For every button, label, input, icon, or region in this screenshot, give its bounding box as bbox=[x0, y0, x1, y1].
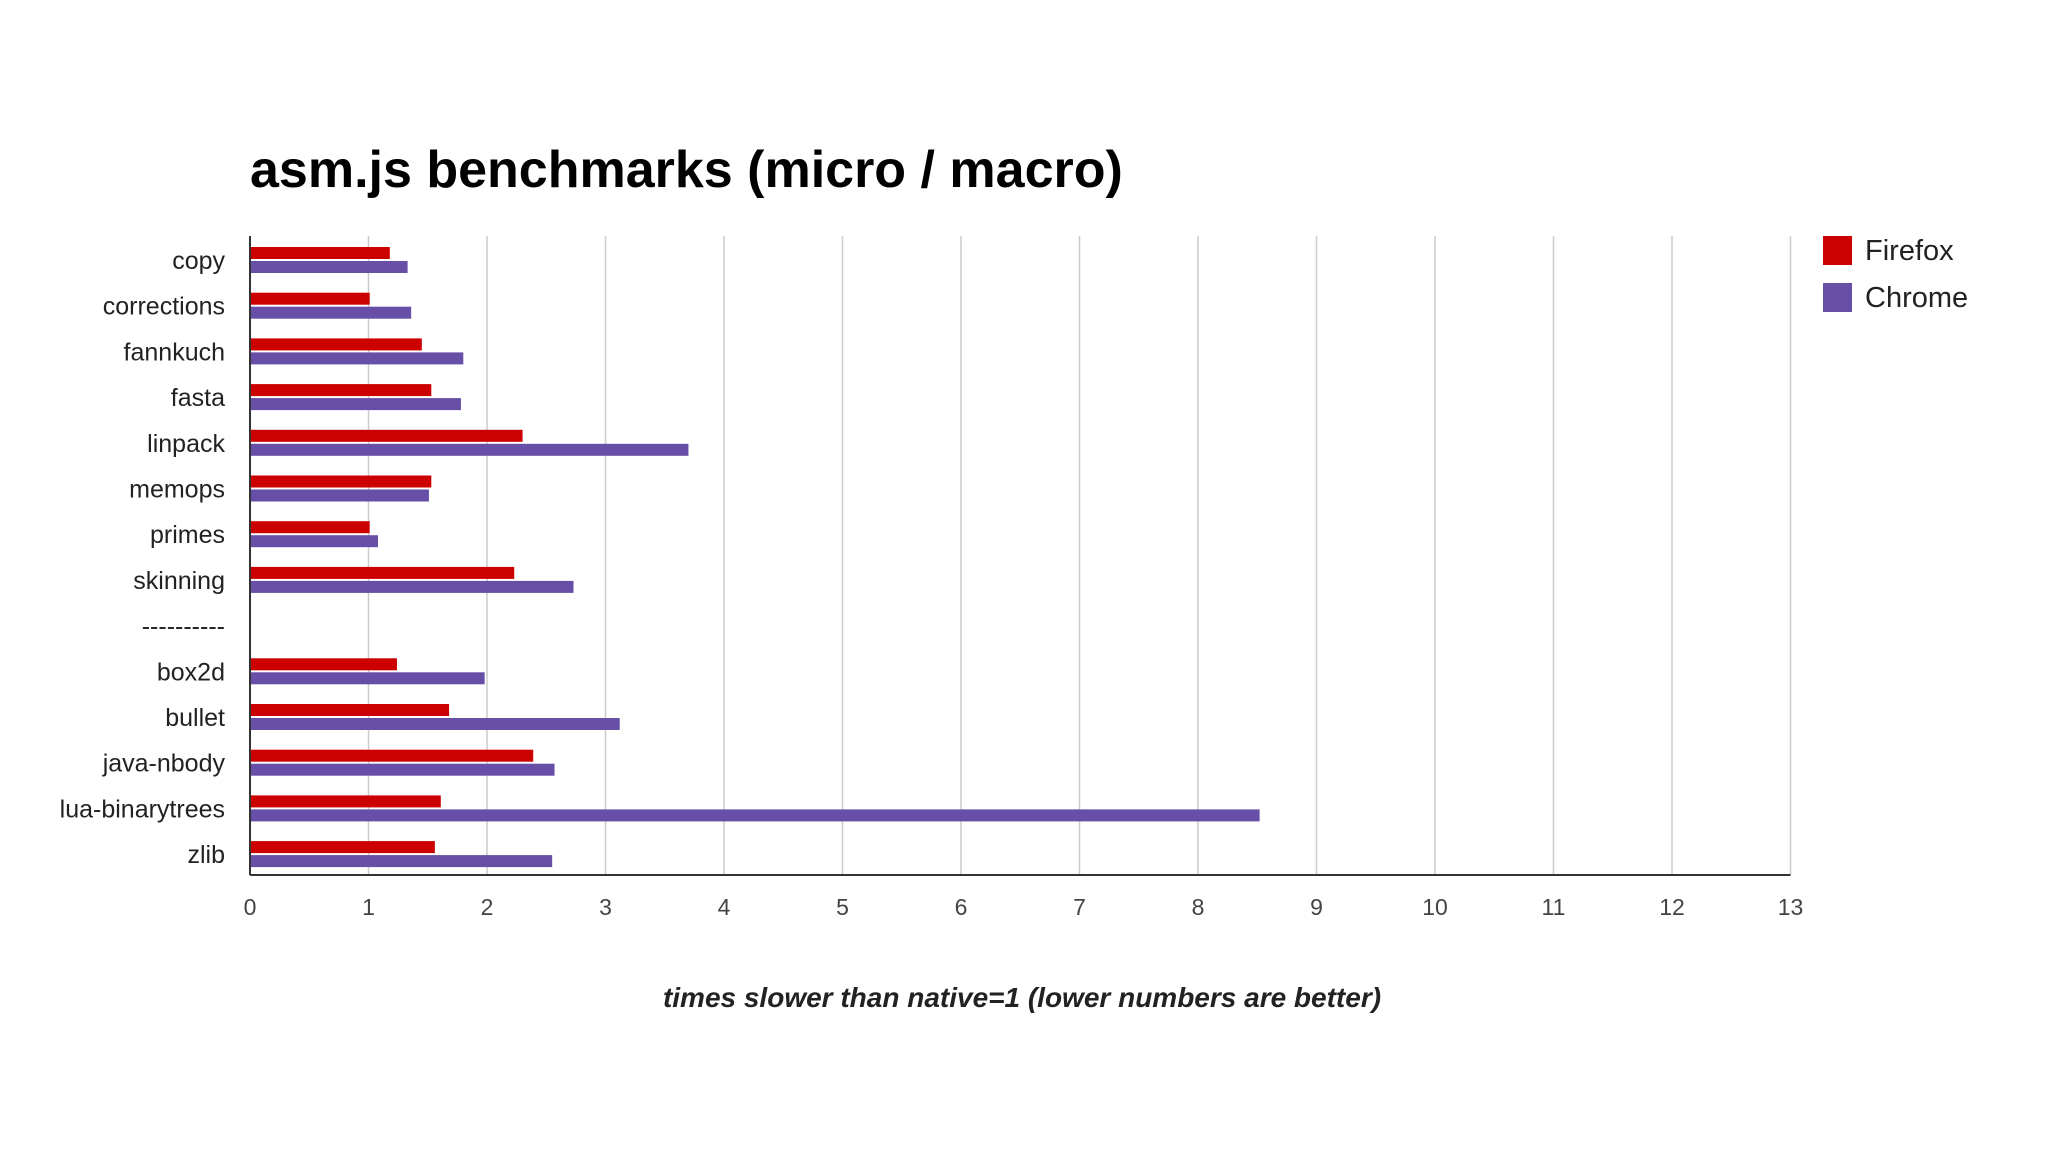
category-label: bullet bbox=[165, 704, 225, 732]
x-tick-label-8: 8 bbox=[1192, 894, 1205, 920]
grid-lines bbox=[367, 236, 1792, 875]
bar-firefox-lua-binarytrees bbox=[250, 795, 441, 808]
category-label: linpack bbox=[147, 430, 225, 458]
bar-chrome-memops bbox=[250, 489, 429, 502]
bars bbox=[250, 247, 1260, 868]
x-tick-label-10: 10 bbox=[1422, 894, 1448, 920]
x-tick-labels: 0 1 2 3 4 5 6 7 8 9 10 11 12 13 bbox=[244, 894, 1804, 920]
x-tick-label-1: 1 bbox=[362, 894, 375, 920]
bar-firefox-linpack bbox=[250, 429, 523, 442]
bar-firefox-bullet bbox=[250, 704, 450, 716]
x-tick-label-13: 13 bbox=[1778, 894, 1804, 920]
bar-firefox-fasta bbox=[250, 384, 432, 397]
bar-chrome-linpack bbox=[250, 443, 689, 456]
bar-chrome-zlib bbox=[250, 855, 553, 868]
category-label: fasta bbox=[171, 384, 225, 412]
x-tick-label-4: 4 bbox=[718, 894, 731, 920]
category-label: fannkuch bbox=[124, 338, 225, 366]
category-label: zlib bbox=[187, 841, 225, 869]
x-tick-label-3: 3 bbox=[599, 894, 612, 920]
bar-firefox-corrections bbox=[250, 292, 370, 305]
bar-chrome-copy bbox=[250, 261, 408, 273]
bar-firefox-memops bbox=[250, 475, 432, 488]
category-label: java-nbody bbox=[102, 750, 226, 778]
category-label: box2d bbox=[157, 658, 225, 686]
category-label: primes bbox=[150, 521, 225, 549]
x-tick-label-7: 7 bbox=[1073, 894, 1086, 920]
category-labels: copy corrections fannkuch fasta linpack memop… bbox=[60, 247, 226, 869]
x-tick-label-12: 12 bbox=[1659, 894, 1685, 920]
bar-firefox-java-nbody bbox=[250, 749, 534, 762]
category-label: lua-binarytrees bbox=[60, 795, 225, 823]
bar-chrome-corrections bbox=[250, 306, 412, 319]
legend-label-chrome: Chrome bbox=[1865, 282, 1968, 314]
bar-chrome-lua-binarytrees bbox=[250, 809, 1260, 822]
legend-swatch-firefox bbox=[1823, 236, 1852, 265]
x-tick-label-6: 6 bbox=[955, 894, 968, 920]
legend-label-firefox: Firefox bbox=[1865, 235, 1954, 267]
bar-firefox-primes bbox=[250, 521, 370, 534]
bar-firefox-copy bbox=[250, 247, 390, 259]
legend-swatch-chrome bbox=[1823, 283, 1852, 312]
bar-chrome-primes bbox=[250, 535, 378, 548]
bar-chrome-skinning bbox=[250, 580, 574, 593]
bar-chrome-fasta bbox=[250, 398, 461, 411]
category-label: copy bbox=[172, 247, 225, 275]
bar-firefox-box2d bbox=[250, 658, 397, 671]
bar-firefox-zlib bbox=[250, 841, 435, 854]
bar-chrome-java-nbody bbox=[250, 763, 555, 776]
bar-firefox-skinning bbox=[250, 566, 515, 579]
category-label: ---------- bbox=[142, 613, 225, 641]
chart-title: asm.js benchmarks (micro / macro) bbox=[250, 141, 1123, 199]
category-label: memops bbox=[129, 476, 225, 504]
bar-chrome-box2d bbox=[250, 672, 485, 685]
x-tick-label-2: 2 bbox=[481, 894, 494, 920]
category-label: corrections bbox=[103, 293, 225, 321]
bar-chrome-fannkuch bbox=[250, 352, 464, 365]
category-label: skinning bbox=[133, 567, 225, 595]
bar-firefox-fannkuch bbox=[250, 338, 422, 351]
axes bbox=[249, 236, 1791, 876]
legend: Firefox Chrome bbox=[1823, 235, 1968, 314]
bar-chrome-bullet bbox=[250, 718, 620, 730]
x-tick-label-11: 11 bbox=[1542, 894, 1566, 920]
x-axis-title: times slower than native=1 (lower number… bbox=[663, 982, 1381, 1013]
x-tick-label-0: 0 bbox=[244, 894, 257, 920]
x-tick-label-9: 9 bbox=[1310, 894, 1323, 920]
x-tick-label-5: 5 bbox=[836, 894, 849, 920]
